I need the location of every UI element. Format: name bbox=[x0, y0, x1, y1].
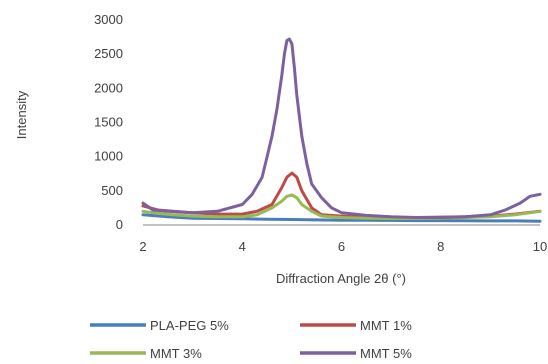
y-tick-label: 3000 bbox=[94, 12, 123, 27]
y-tick-label: 1500 bbox=[94, 115, 123, 130]
y-tick-label: 500 bbox=[101, 183, 123, 198]
y-tick-label: 1000 bbox=[94, 149, 123, 164]
x-tick-label: 2 bbox=[139, 239, 146, 254]
legend-label: MMT 5% bbox=[360, 346, 412, 361]
y-axis-ticks: 0 500 1000 1500 2000 2500 3000 bbox=[94, 12, 123, 232]
x-tick-label: 6 bbox=[338, 239, 345, 254]
x-tick-label: 4 bbox=[239, 239, 246, 254]
legend-label: PLA-PEG 5% bbox=[150, 318, 229, 333]
y-tick-label: 0 bbox=[116, 217, 123, 232]
series-line-1 bbox=[141, 213, 542, 223]
y-tick-label: 2000 bbox=[94, 80, 123, 95]
series-lines bbox=[141, 37, 542, 223]
x-axis-label: Diffraction Angle 2θ (°) bbox=[276, 271, 406, 286]
series-line-4 bbox=[141, 37, 542, 219]
x-tick-label: 10 bbox=[533, 239, 547, 254]
legend-label: MMT 1% bbox=[360, 318, 412, 333]
x-axis-ticks: 2 4 6 8 10 bbox=[139, 239, 547, 254]
x-tick-label: 8 bbox=[437, 239, 444, 254]
legend: PLA-PEG 5% MMT 1% MMT 3% MMT 5% bbox=[90, 318, 412, 361]
y-tick-label: 2500 bbox=[94, 46, 123, 61]
y-axis-label: Intensity bbox=[14, 90, 29, 139]
legend-label: MMT 3% bbox=[150, 346, 202, 361]
